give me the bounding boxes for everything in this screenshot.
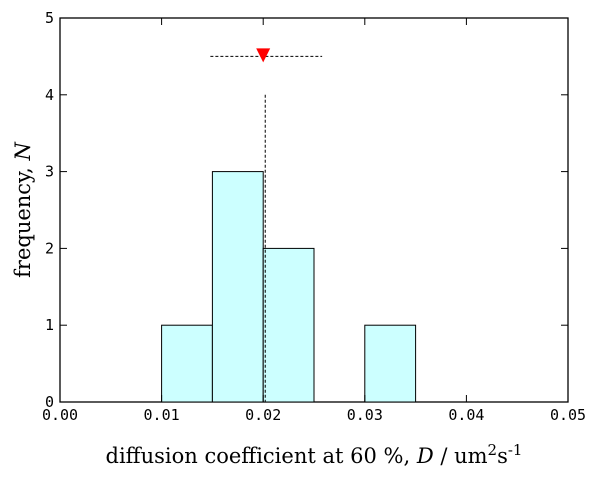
histogram-bars xyxy=(161,171,417,403)
x-tick-label-4: 0.04 xyxy=(448,406,484,424)
histogram-bar-1 xyxy=(211,171,264,403)
y-axis-title-text: frequency, xyxy=(11,161,35,278)
x-axis-title-unit: / um xyxy=(434,444,488,468)
x-axis-title-sup-minus1: -1 xyxy=(508,441,523,459)
x-axis-title: diffusion coefficient at 60 %, D / um2s-… xyxy=(106,441,523,468)
x-tick-label-5: 0.05 xyxy=(550,406,586,424)
y-tick-labels: 0 1 2 3 4 5 xyxy=(45,9,54,411)
histogram-bar-2 xyxy=(262,247,315,403)
y-tick-label-0: 0 xyxy=(45,393,54,411)
y-tick-label-3: 3 xyxy=(45,163,54,181)
y-tick-label-1: 1 xyxy=(45,316,54,334)
x-tick-label-1: 0.01 xyxy=(144,406,180,424)
y-axis-title: frequency, N xyxy=(11,142,35,278)
axis-ticks xyxy=(59,17,569,403)
y-tick-label-2: 2 xyxy=(45,239,54,257)
mean-marker-triangle xyxy=(256,48,271,63)
x-tick-labels: 0.00 0.01 0.02 0.03 0.04 0.05 xyxy=(42,406,586,424)
histogram-bar-0 xyxy=(161,324,213,403)
x-tick-label-3: 0.03 xyxy=(347,406,383,424)
x-axis-title-symbol: D xyxy=(416,444,434,468)
x-axis-title-s: s xyxy=(497,444,508,468)
y-tick-label-5: 5 xyxy=(45,9,54,27)
x-axis-title-text: diffusion coefficient at 60 %, xyxy=(106,444,417,468)
histogram-bar-3 xyxy=(364,324,417,403)
mean-annotations xyxy=(210,48,323,402)
y-tick-label-4: 4 xyxy=(45,86,54,104)
x-axis-title-sup-2: 2 xyxy=(488,441,498,459)
x-tick-label-2: 0.02 xyxy=(245,406,281,424)
x-tick-label-0: 0.00 xyxy=(42,406,78,424)
y-axis-title-symbol: N xyxy=(11,142,35,162)
